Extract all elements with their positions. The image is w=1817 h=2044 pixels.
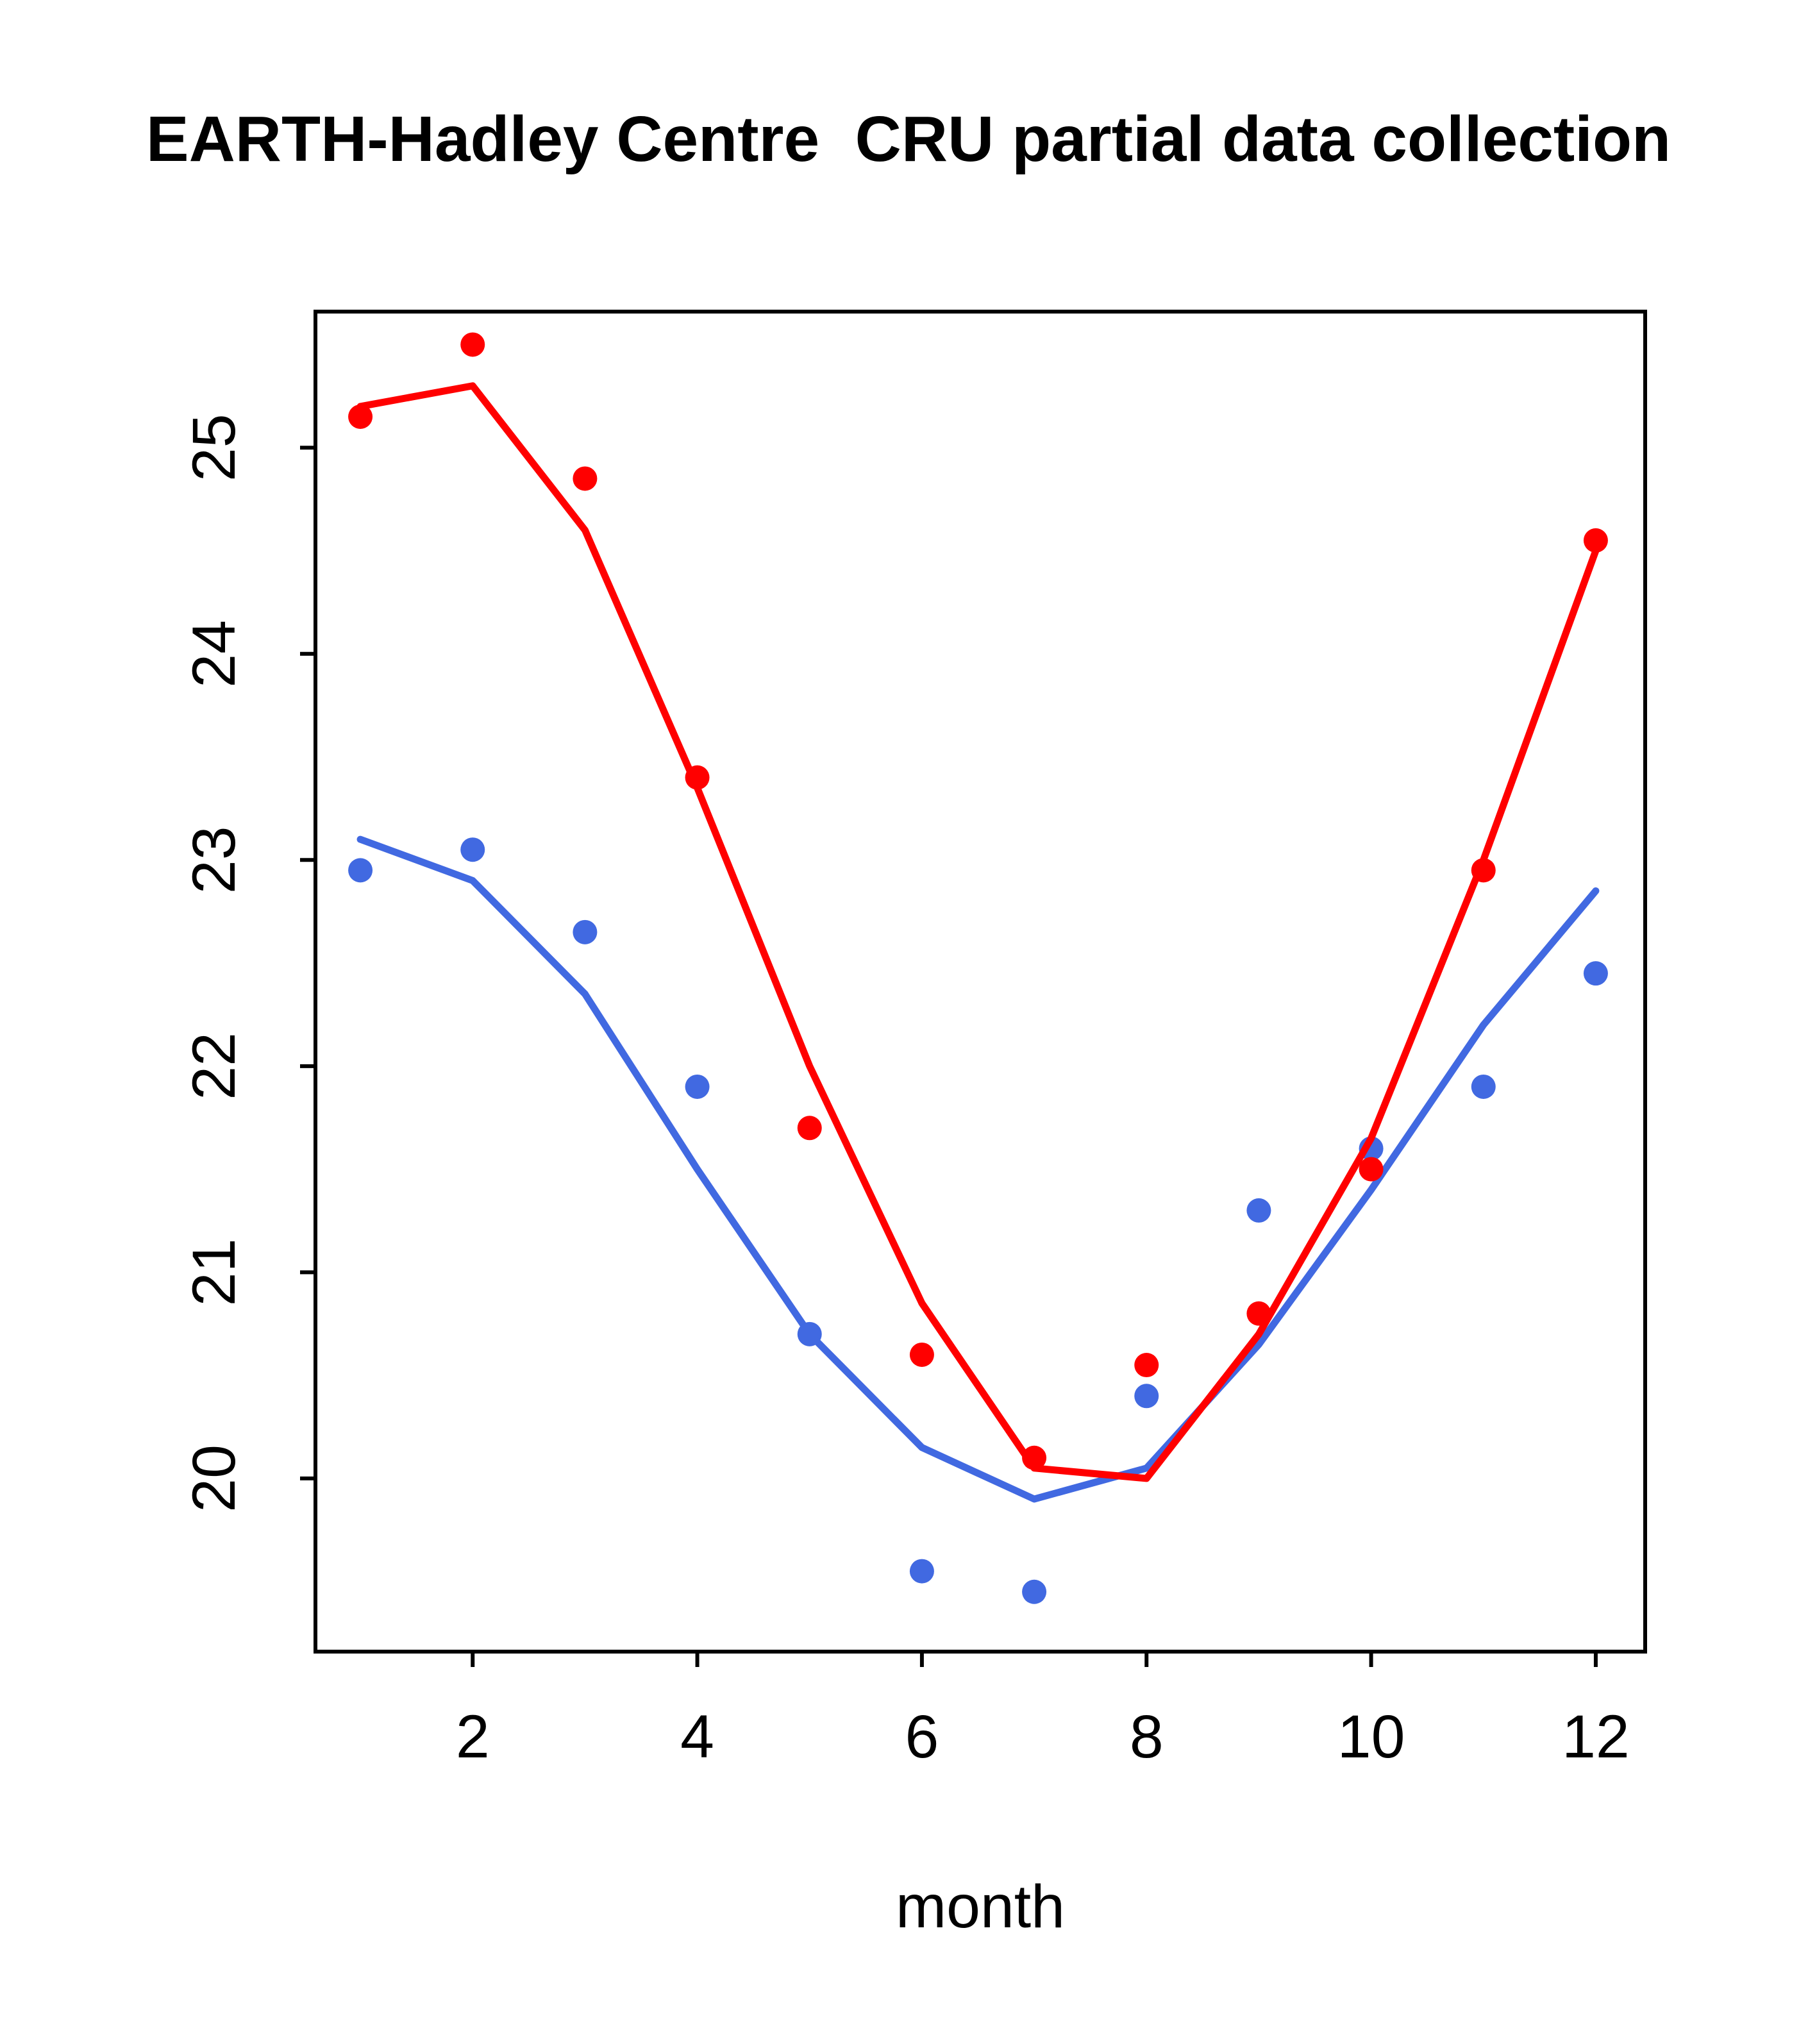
- red-point: [909, 1342, 934, 1367]
- red-point: [1246, 1301, 1271, 1326]
- blue-point: [797, 1321, 822, 1346]
- red-point: [573, 466, 598, 491]
- blue-point: [1022, 1579, 1047, 1604]
- red-point: [348, 404, 373, 429]
- y-tick-label: 24: [180, 620, 248, 688]
- x-axis-label: month: [895, 1873, 1066, 1941]
- y-tick-label: 20: [180, 1445, 248, 1512]
- blue-point: [348, 858, 373, 883]
- blue-point: [573, 919, 598, 944]
- x-tick-label: 4: [680, 1703, 714, 1771]
- y-tick-label: 21: [180, 1239, 248, 1307]
- x-tick-label: 2: [456, 1703, 490, 1771]
- plot-box: [314, 310, 1647, 1654]
- blue-point: [1583, 961, 1608, 986]
- blue-point: [1471, 1074, 1496, 1099]
- red-point: [1022, 1445, 1047, 1470]
- blue-point: [909, 1559, 934, 1584]
- red-point: [1583, 528, 1608, 553]
- red-point: [797, 1116, 822, 1141]
- y-tick-label: 25: [180, 414, 248, 482]
- x-tick-label: 8: [1130, 1703, 1164, 1771]
- red-point: [1359, 1157, 1384, 1182]
- blue-point: [685, 1074, 710, 1099]
- x-tick-label: 10: [1337, 1703, 1405, 1771]
- y-tick-label: 23: [180, 826, 248, 894]
- x-tick-label: 12: [1562, 1703, 1630, 1771]
- blue-line: [356, 835, 1600, 1503]
- red-point: [1471, 858, 1496, 883]
- chart-title: EARTH-Hadley Centre CRU partial data col…: [146, 103, 1671, 175]
- blue-point: [460, 837, 485, 862]
- blue-point: [1134, 1384, 1159, 1409]
- red-point: [685, 765, 710, 790]
- y-tick-label: 22: [180, 1032, 248, 1100]
- x-tick-label: 6: [905, 1703, 939, 1771]
- red-line: [356, 382, 1600, 1482]
- red-point: [1134, 1353, 1159, 1378]
- blue-point: [1246, 1198, 1271, 1223]
- red-point: [460, 332, 485, 357]
